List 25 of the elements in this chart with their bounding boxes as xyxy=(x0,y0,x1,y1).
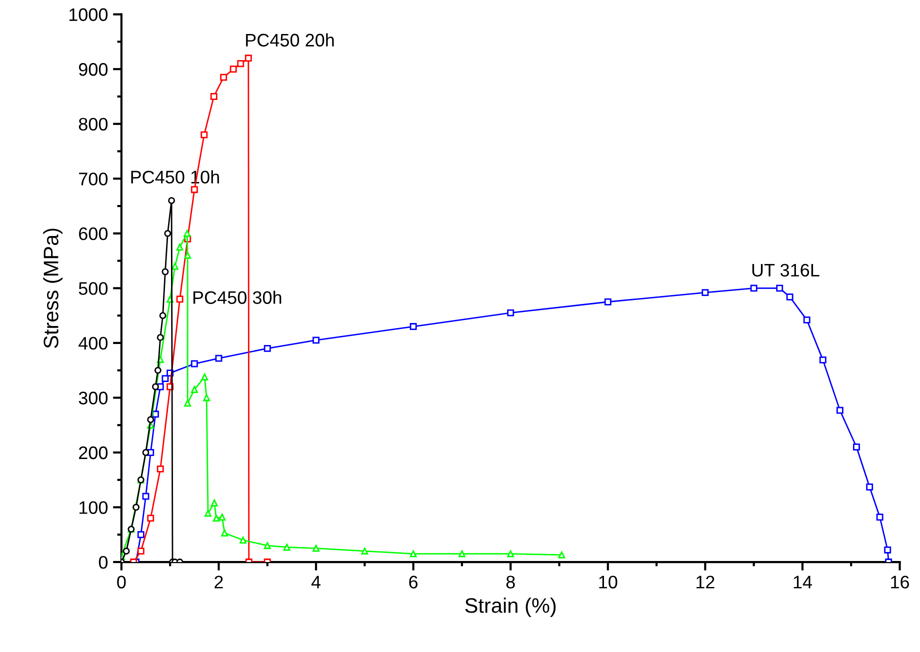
x-tick-label: 8 xyxy=(506,576,515,588)
y-tick-label: 1000 xyxy=(69,8,108,22)
series-label: UT 316L xyxy=(752,264,820,277)
y-tick-label: 700 xyxy=(79,172,108,186)
y-tick-label: 500 xyxy=(78,282,108,295)
x-tick-label: 12 xyxy=(696,576,714,588)
y-tick-label: 400 xyxy=(78,336,108,350)
x-tick-label: 0 xyxy=(117,576,126,588)
x-tick-label: 10 xyxy=(599,576,618,588)
y-tick-label: 800 xyxy=(78,118,108,131)
x-axis-title: Strain (%) xyxy=(465,598,556,618)
x-tick-label: 14 xyxy=(794,576,812,588)
series-label: PC450 30h xyxy=(193,290,282,304)
x-tick-label: 6 xyxy=(409,576,418,588)
x-tick-label: 2 xyxy=(214,576,223,588)
series-label: PC450 20h xyxy=(246,33,334,47)
y-axis-title: Stress (MPa) xyxy=(43,228,63,348)
x-tick-label: 4 xyxy=(311,576,321,588)
y-tick-label: 0 xyxy=(98,556,108,569)
y-tick-label: 200 xyxy=(79,446,108,460)
y-tick-label: 600 xyxy=(79,227,108,240)
y-tick-label: 300 xyxy=(78,392,108,404)
y-tick-label: 100 xyxy=(80,501,108,514)
x-tick-label: 16 xyxy=(891,576,910,588)
y-tick-label: 900 xyxy=(78,63,108,76)
